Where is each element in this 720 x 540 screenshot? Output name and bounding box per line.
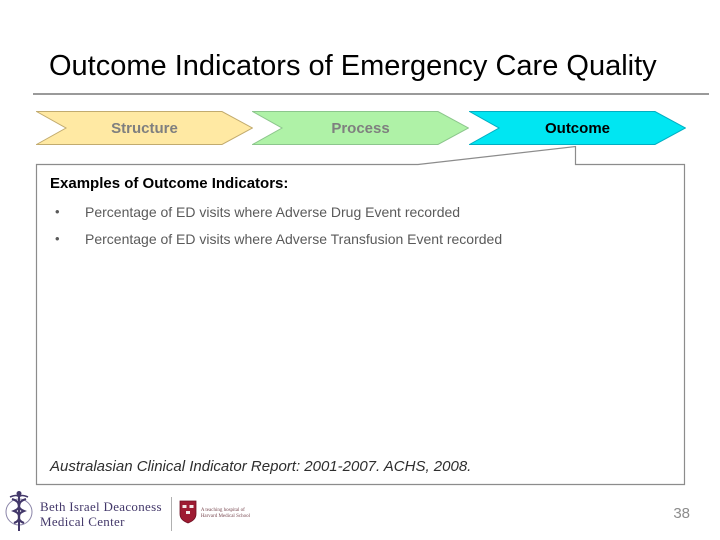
slide-page-number: 38 <box>673 505 690 522</box>
citation-text: Australasian Clinical Indicator Report: … <box>50 458 472 475</box>
callout-heading: Examples of Outcome Indicators: <box>50 175 289 192</box>
harvard-logo-line2: Harvard Medical School <box>200 514 250 519</box>
harvard-logo: A teaching hospital of Harvard Medical S… <box>179 500 250 529</box>
harvard-logo-text: A teaching hospital of Harvard Medical S… <box>201 508 250 520</box>
bidmc-logo-line2: Medical Center <box>40 514 125 529</box>
logo-divider <box>170 497 172 531</box>
bullet-text: Percentage of ED visits where Adverse Tr… <box>85 231 503 247</box>
bullet-marker: • <box>55 231 60 246</box>
bullet-marker: • <box>55 204 60 219</box>
bullet-item: • Percentage of ED visits where Adverse … <box>55 231 655 247</box>
caduceus-icon <box>4 489 34 540</box>
bidmc-logo-text: Beth Israel Deaconess Medical Center <box>40 499 162 529</box>
bidmc-logo-line1: Beth Israel Deaconess <box>40 499 162 514</box>
footer-logos: Beth Israel Deaconess Medical Center A t… <box>4 490 250 538</box>
harvard-shield-icon <box>179 500 197 529</box>
title-underline-rule <box>33 93 709 95</box>
slide-title: Outcome Indicators of Emergency Care Qua… <box>49 50 657 82</box>
bullet-item: • Percentage of ED visits where Adverse … <box>55 204 655 220</box>
bullet-text: Percentage of ED visits where Adverse Dr… <box>85 204 461 220</box>
harvard-logo-line1: A teaching hospital of <box>200 508 245 513</box>
